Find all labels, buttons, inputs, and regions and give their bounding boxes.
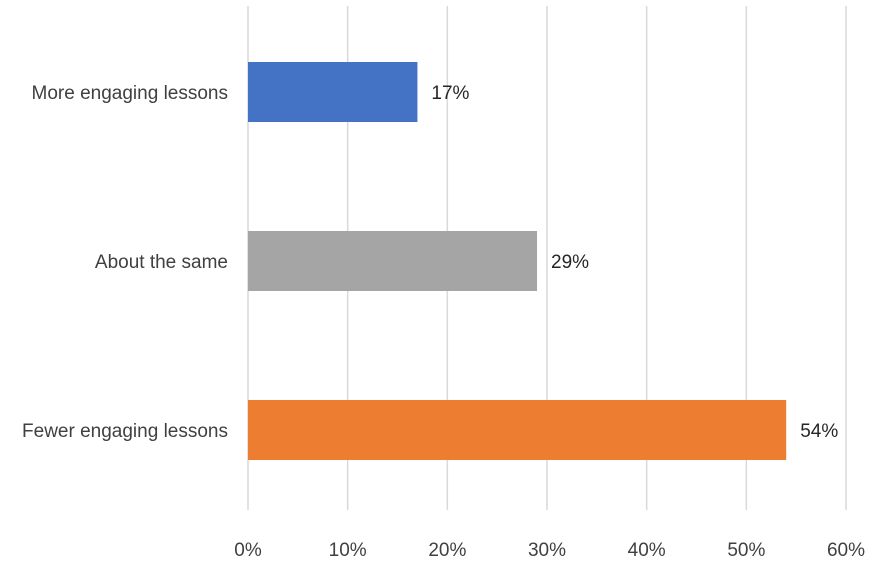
bar-about-the-same (248, 231, 538, 291)
x-tick-label: 40% (628, 540, 666, 561)
data-label: 29% (551, 252, 589, 273)
category-label: Fewer engaging lessons (22, 421, 228, 442)
bars (248, 62, 787, 460)
x-tick-label: 20% (428, 540, 466, 561)
x-tick-label: 60% (827, 540, 865, 561)
x-tick-label: 30% (528, 540, 566, 561)
data-label: 17% (431, 83, 469, 104)
x-tick-label: 10% (329, 540, 367, 561)
labels: 0% 10% 20% 30% 40% 50% 60% More engaging lesson… (22, 83, 865, 561)
bar-fewer-engaging-lessons (248, 400, 787, 460)
category-label: About the same (95, 252, 228, 273)
bar-more-engaging-lessons (248, 62, 418, 122)
x-tick-label: 0% (234, 540, 262, 561)
data-label: 54% (800, 421, 838, 442)
x-tick-label: 50% (727, 540, 765, 561)
category-label: More engaging lessons (32, 83, 228, 104)
